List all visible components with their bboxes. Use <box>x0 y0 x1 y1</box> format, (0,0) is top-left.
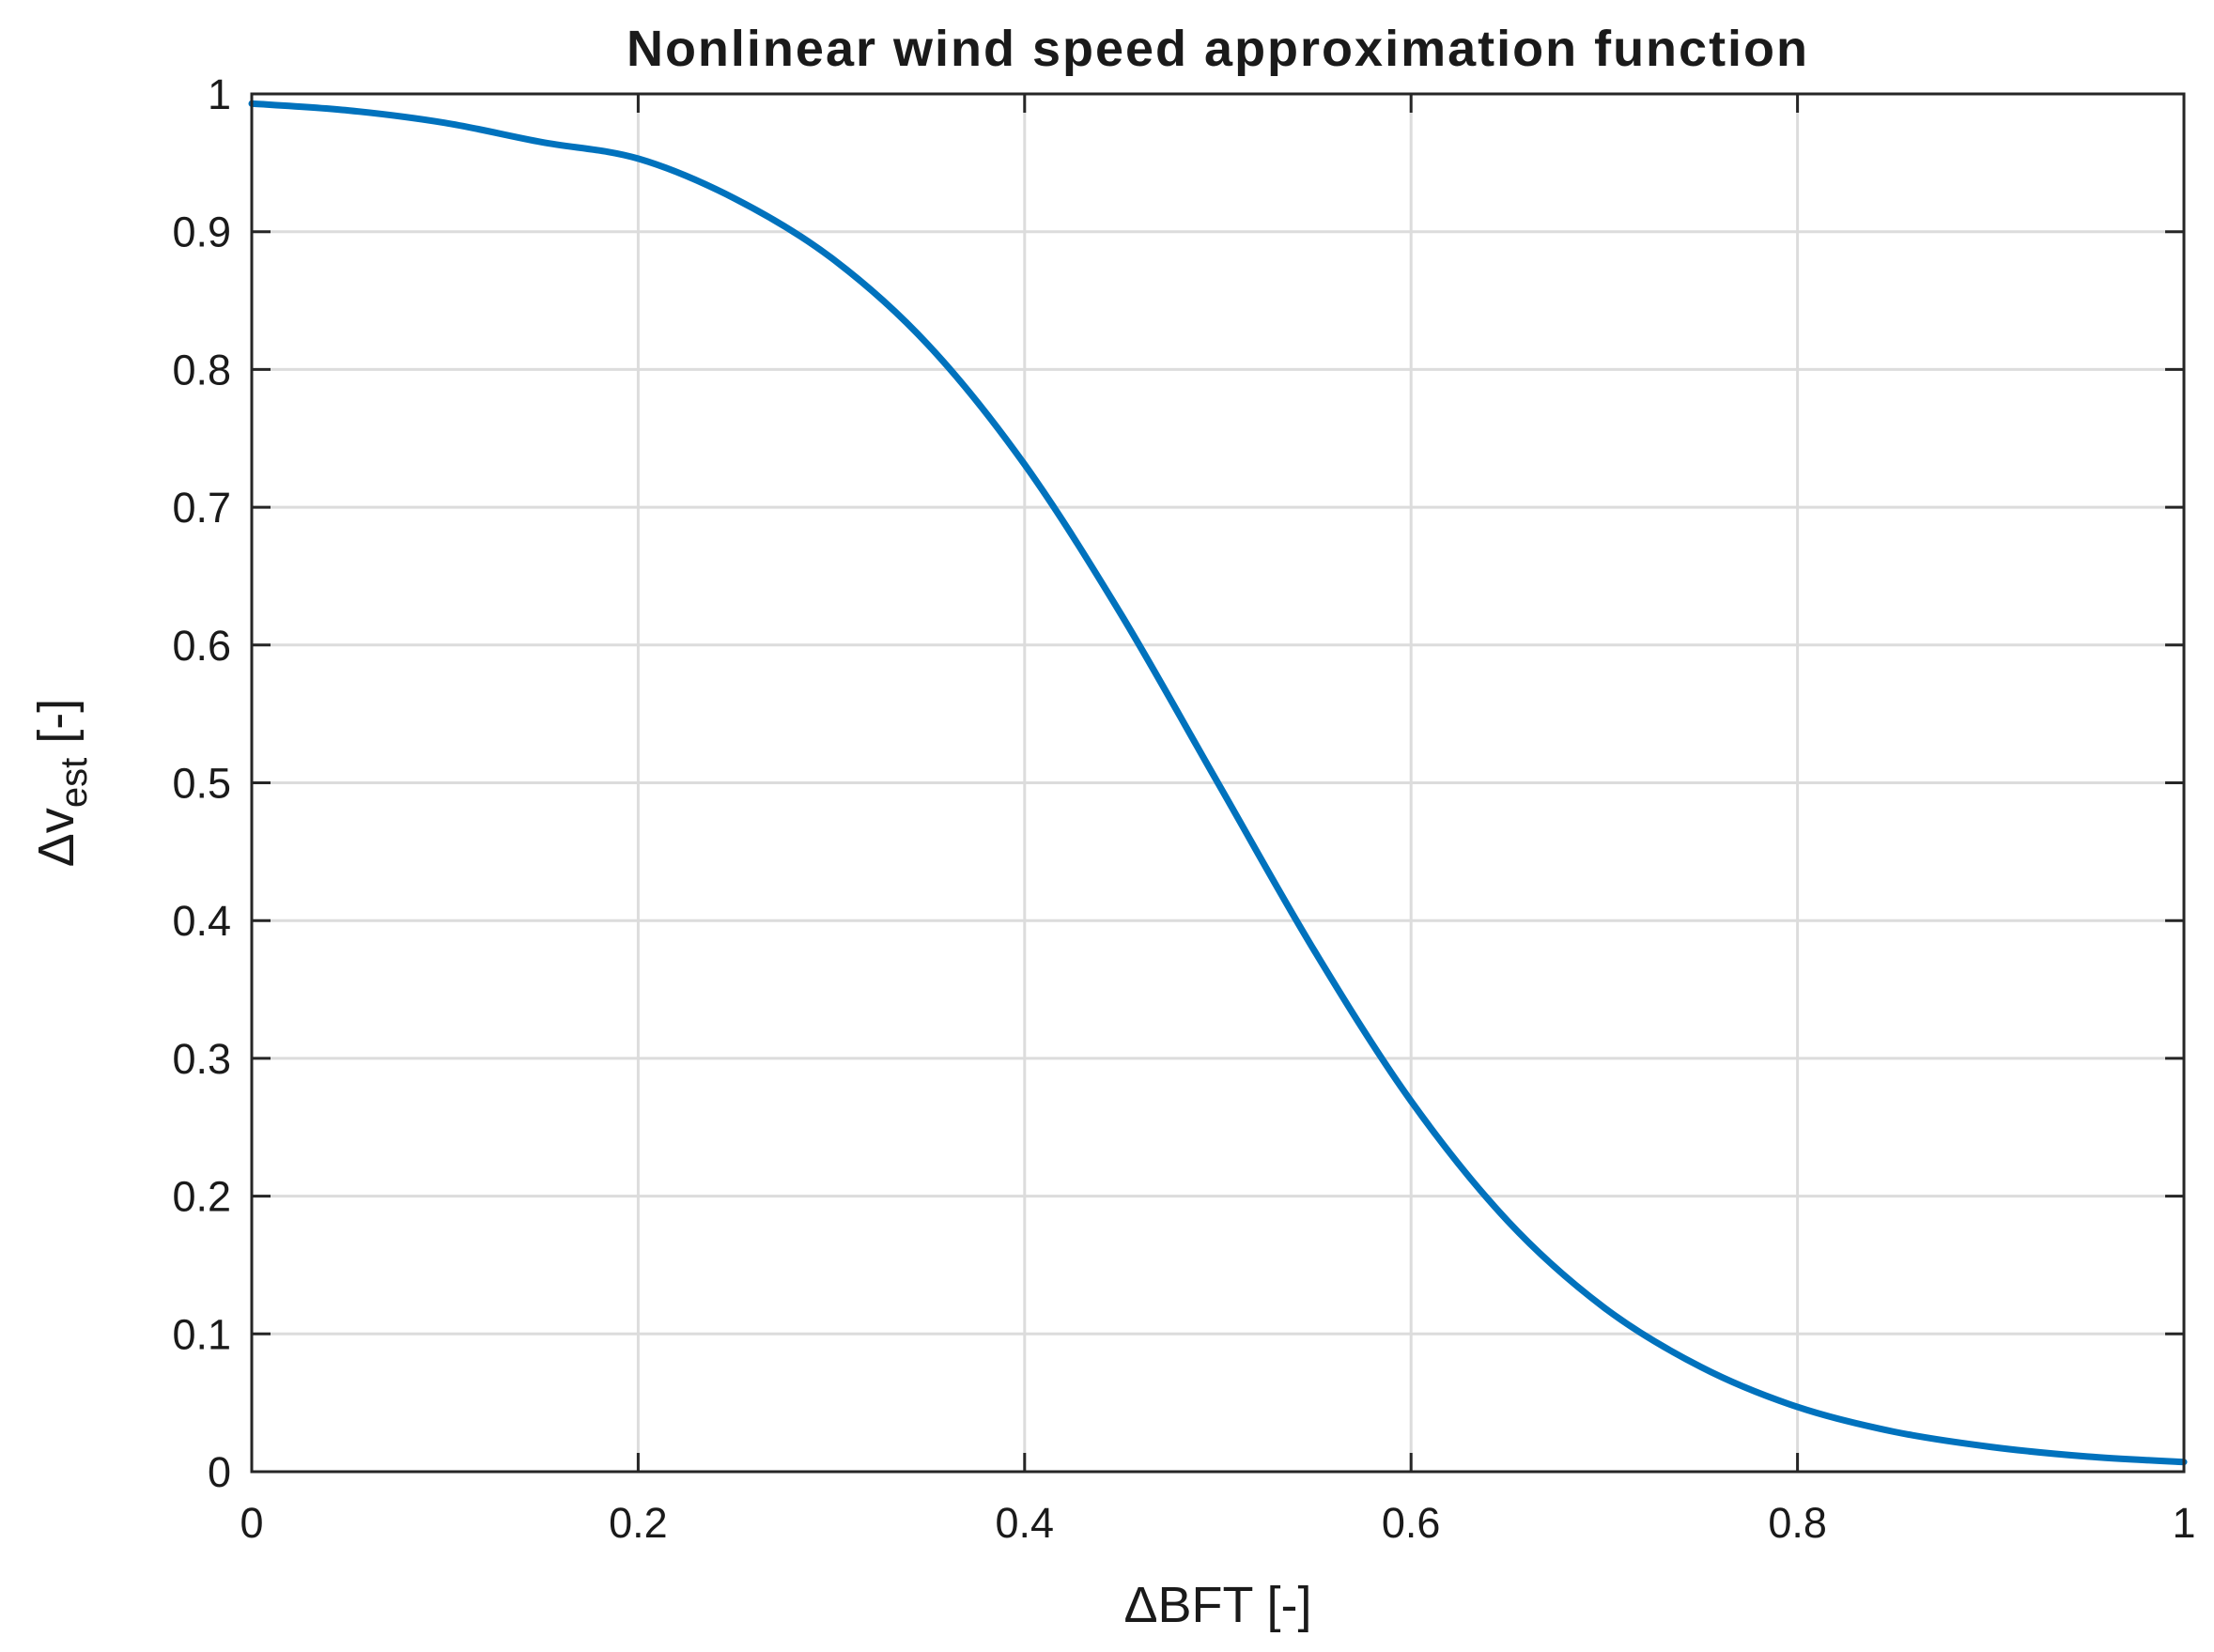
y-tick-label: 0.7 <box>172 484 231 532</box>
chart-title: Nonlinear wind speed approximation funct… <box>627 21 1809 77</box>
y-tick-label: 0.4 <box>172 897 231 945</box>
y-axis-label: Δvest [-] <box>28 699 95 867</box>
y-tick-label: 0.2 <box>172 1173 231 1221</box>
data-line <box>248 100 2188 1466</box>
x-tick-labels: 0 0.2 0.4 0.6 0.8 1 <box>240 1499 2195 1547</box>
x-tick-label: 1 <box>2172 1499 2195 1547</box>
x-tick-label: 0.8 <box>1768 1499 1827 1547</box>
tick-marks <box>250 92 2186 1474</box>
y-tick-label: 0.3 <box>172 1035 231 1083</box>
y-tick-label: 0.1 <box>172 1310 231 1358</box>
y-axis-label-unit: [-] <box>28 699 85 758</box>
y-tick-labels: 0 0.1 0.2 0.3 0.4 0.5 0.6 0.7 0.8 0.9 1 <box>172 70 231 1496</box>
y-tick-label: 0.5 <box>172 760 231 808</box>
x-tick-label: 0.6 <box>1382 1499 1441 1547</box>
y-tick-label: 0.9 <box>172 208 231 256</box>
y-axis-label-subscript: est <box>54 758 95 808</box>
y-axis-label-main: Δv <box>28 808 85 867</box>
x-tick-label: 0 <box>240 1499 263 1547</box>
y-tick-label: 0.6 <box>172 622 231 670</box>
x-tick-label: 0.2 <box>609 1499 668 1547</box>
y-tick-label: 0.8 <box>172 346 231 394</box>
y-tick-label: 0 <box>208 1448 231 1496</box>
x-axis-label: ΔBFT [-] <box>1123 1577 1311 1633</box>
x-tick-label: 0.4 <box>996 1499 1055 1547</box>
y-tick-label: 1 <box>208 70 231 118</box>
